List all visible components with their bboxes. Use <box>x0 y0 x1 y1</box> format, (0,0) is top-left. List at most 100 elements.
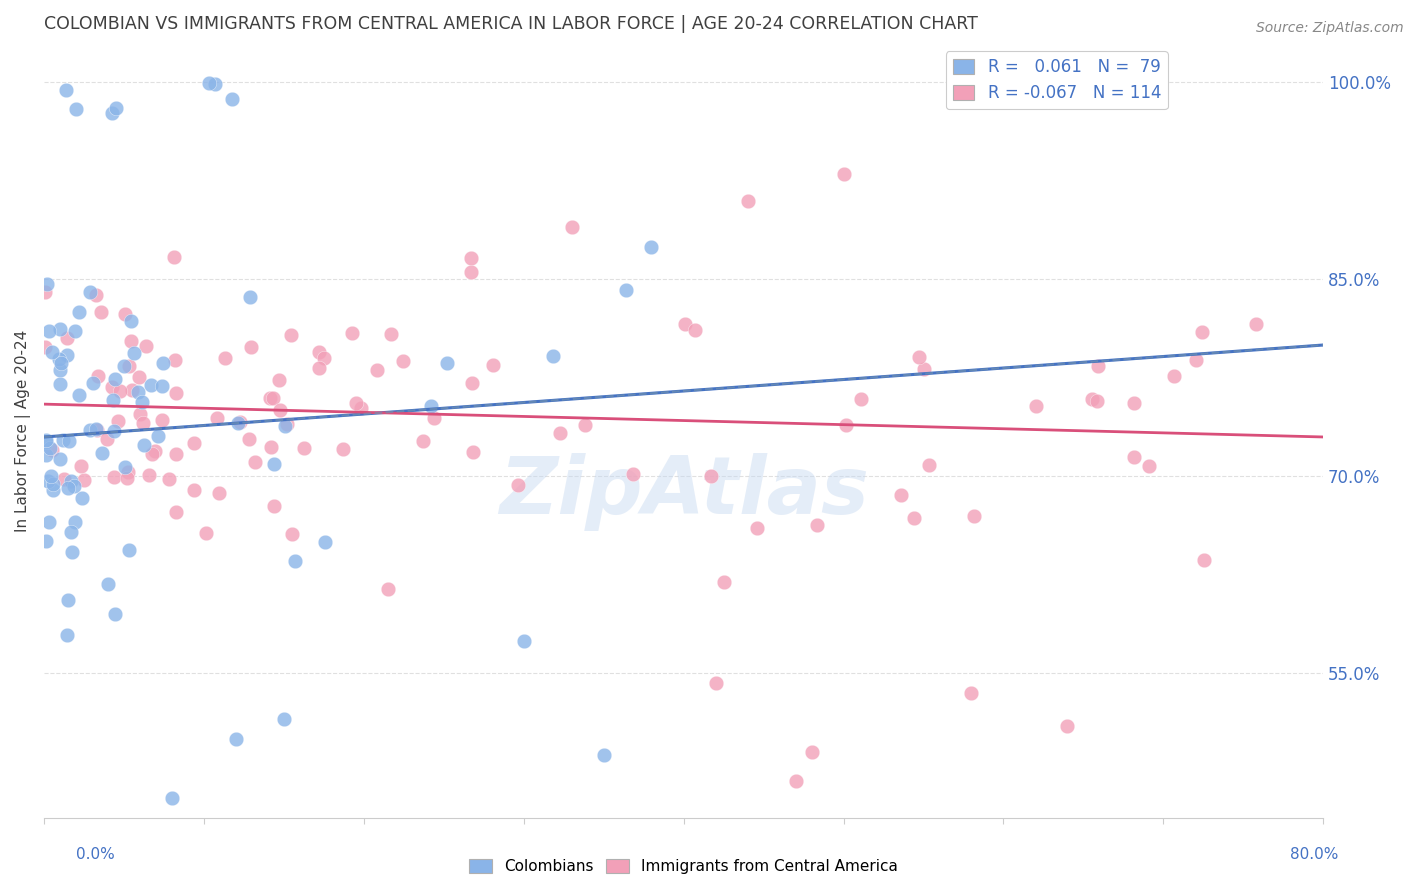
Point <box>58 434 80 448</box>
Point <box>903 511 925 525</box>
Point <box>228 416 250 430</box>
Point <box>332 442 354 456</box>
Point <box>269 373 291 387</box>
Point <box>280 327 302 342</box>
Point <box>640 240 662 254</box>
Point <box>1192 553 1215 567</box>
Point <box>163 353 186 368</box>
Point <box>60 545 83 559</box>
Point <box>35 448 58 462</box>
Point <box>38 515 60 529</box>
Point <box>890 488 912 502</box>
Point <box>574 418 596 433</box>
Point <box>51 356 73 370</box>
Point <box>183 483 205 498</box>
Point <box>700 469 723 483</box>
Point <box>1185 353 1208 368</box>
Point <box>292 441 315 455</box>
Point <box>118 543 141 558</box>
Point <box>79 423 101 437</box>
Point <box>122 346 145 360</box>
Point <box>69 458 91 473</box>
Point <box>55 83 77 97</box>
Point <box>63 515 86 529</box>
Point <box>308 345 330 359</box>
Point <box>100 106 122 120</box>
Point <box>150 412 173 426</box>
Point <box>621 467 644 482</box>
Point <box>183 435 205 450</box>
Point <box>52 434 75 448</box>
Point <box>960 686 983 700</box>
Point <box>849 392 872 407</box>
Point <box>963 509 986 524</box>
Point <box>228 416 250 430</box>
Point <box>48 352 70 367</box>
Point <box>135 339 157 353</box>
Point <box>48 451 70 466</box>
Point <box>204 77 226 91</box>
Point <box>513 633 536 648</box>
Point <box>117 359 139 373</box>
Point <box>73 474 96 488</box>
Y-axis label: In Labor Force | Age 20-24: In Labor Force | Age 20-24 <box>15 329 31 532</box>
Point <box>138 467 160 482</box>
Point <box>550 426 572 441</box>
Point <box>614 283 637 297</box>
Point <box>747 521 769 535</box>
Point <box>131 395 153 409</box>
Point <box>107 414 129 428</box>
Point <box>103 424 125 438</box>
Point <box>208 485 231 500</box>
Point <box>60 474 83 488</box>
Point <box>129 407 152 421</box>
Text: Source: ZipAtlas.com: Source: ZipAtlas.com <box>1256 21 1403 35</box>
Point <box>461 376 484 390</box>
Point <box>907 350 929 364</box>
Point <box>79 285 101 299</box>
Point <box>49 377 72 392</box>
Point <box>132 437 155 451</box>
Point <box>263 391 285 405</box>
Point <box>165 386 187 401</box>
Point <box>423 411 446 425</box>
Point <box>108 384 131 399</box>
Point <box>344 396 367 410</box>
Point <box>146 429 169 443</box>
Point <box>120 334 142 348</box>
Point <box>259 391 281 405</box>
Point <box>683 322 706 336</box>
Point <box>70 491 93 505</box>
Point <box>141 447 163 461</box>
Point <box>42 477 65 491</box>
Point <box>128 370 150 384</box>
Point <box>561 219 583 234</box>
Point <box>1025 399 1047 413</box>
Point <box>380 326 402 341</box>
Point <box>63 479 86 493</box>
Point <box>96 433 118 447</box>
Point <box>1122 450 1144 465</box>
Point <box>1085 394 1108 409</box>
Point <box>67 305 90 319</box>
Point <box>82 376 104 391</box>
Point <box>38 324 60 338</box>
Point <box>785 774 807 789</box>
Legend: R =   0.061   N =  79, R = -0.067   N = 114: R = 0.061 N = 79, R = -0.067 N = 114 <box>946 51 1168 109</box>
Point <box>152 356 174 370</box>
Point <box>366 363 388 377</box>
Point <box>103 470 125 484</box>
Point <box>592 747 614 762</box>
Point <box>482 358 505 372</box>
Point <box>214 351 236 365</box>
Point <box>84 422 107 436</box>
Point <box>35 533 58 548</box>
Point <box>114 460 136 475</box>
Point <box>34 340 56 354</box>
Point <box>87 368 110 383</box>
Point <box>1137 458 1160 473</box>
Point <box>1123 396 1146 410</box>
Point <box>263 500 285 514</box>
Point <box>197 76 219 90</box>
Point <box>225 732 247 747</box>
